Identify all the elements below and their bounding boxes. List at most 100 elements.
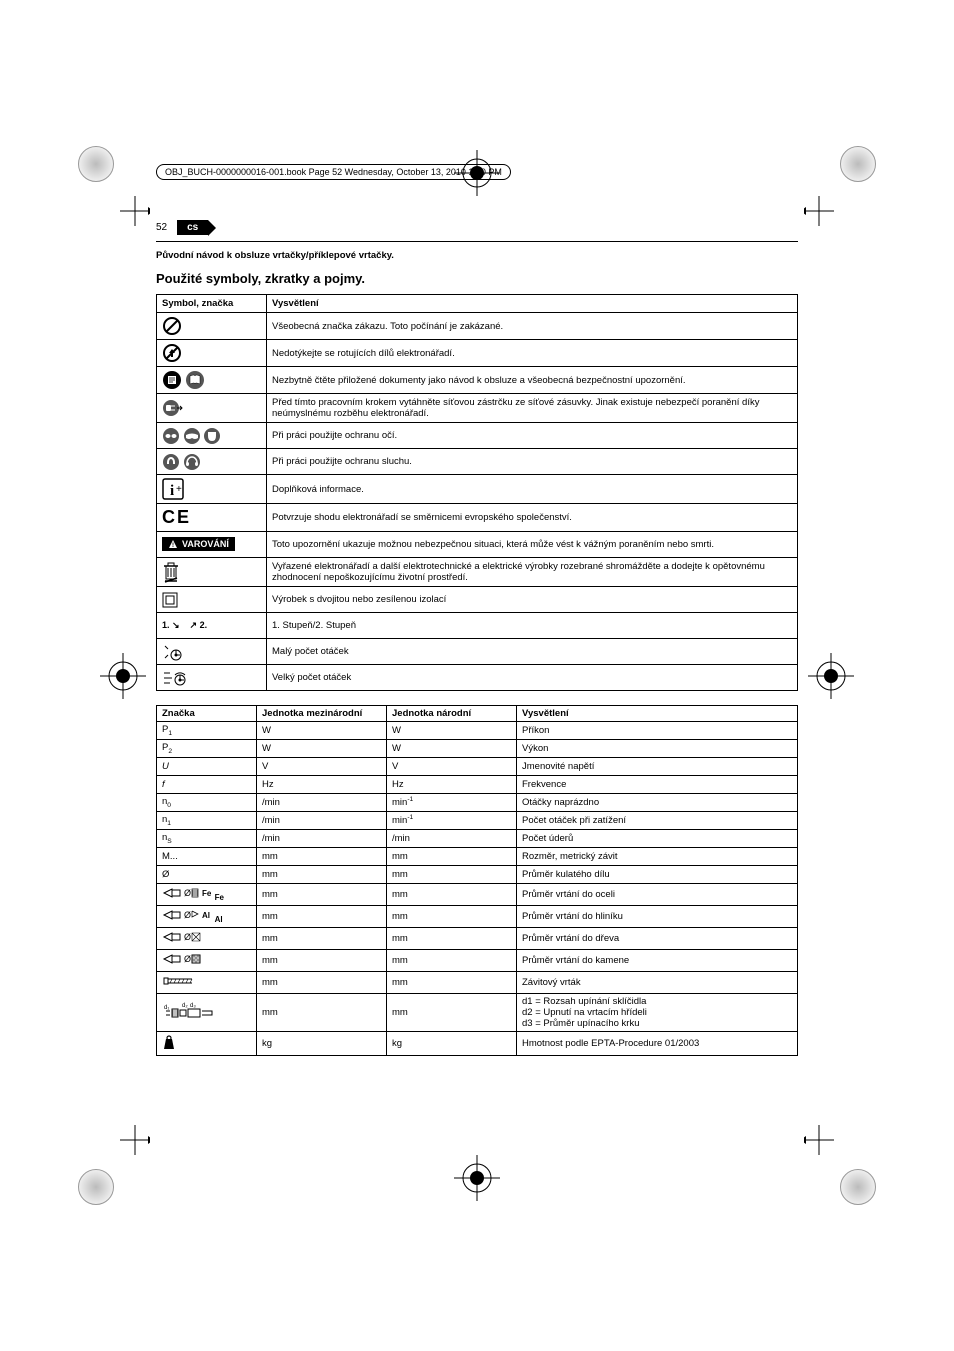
table-header: Vysvětlení xyxy=(267,295,798,313)
unit-intl-cell: W xyxy=(257,740,387,758)
print-mark-circle xyxy=(78,146,114,182)
table-row: Před tímto pracovním krokem vytáhněte sí… xyxy=(157,394,798,423)
warning-badge: !VAROVÁNÍ xyxy=(162,537,235,551)
description-cell: Jmenovité napětí xyxy=(517,758,798,776)
svg-text:d₁: d₁ xyxy=(164,1005,169,1011)
description-cell: Průměr vrtání do kamene xyxy=(517,950,798,972)
table-cell: Při práci použijte ochranu očí. xyxy=(267,423,798,449)
prohibition-icon xyxy=(162,316,182,336)
svg-text:d₂: d₂ xyxy=(182,1003,188,1009)
unit-national-cell: mm xyxy=(387,994,517,1032)
symbol-cell: Ø xyxy=(157,866,257,884)
symbols-table: Symbol, značka Vysvětlení Všeobecná znač… xyxy=(156,294,798,691)
description-cell: Průměr vrtání do hliníku xyxy=(517,906,798,928)
table-header: Značka xyxy=(157,706,257,722)
table-cell: Všeobecná značka zákazu. Toto počínání j… xyxy=(267,313,798,340)
table-header: Vysvětlení xyxy=(517,706,798,722)
unit-national-cell: kg xyxy=(387,1032,517,1056)
symbol-cell: ØAl Al xyxy=(157,906,257,928)
file-header: OBJ_BUCH-0000000016-001.book Page 52 Wed… xyxy=(156,164,511,180)
description-cell: Počet úderů xyxy=(517,830,798,848)
table-row: Malý počet otáček xyxy=(157,639,798,665)
table-cell: Potvrzuje shodu elektronářadí se směrnic… xyxy=(267,504,798,532)
read-manual-icon xyxy=(162,370,182,390)
unit-intl-cell: Hz xyxy=(257,776,387,794)
info-icon: i+ xyxy=(162,478,184,500)
table-row: P1WWPříkon xyxy=(157,722,798,740)
svg-text:d₃: d₃ xyxy=(190,1003,196,1009)
symbol-cell: ØFe Fe xyxy=(157,884,257,906)
unit-national-cell: mm xyxy=(387,884,517,906)
unit-intl-cell: mm xyxy=(257,950,387,972)
unplug-icon xyxy=(162,399,184,417)
unit-national-cell: Hz xyxy=(387,776,517,794)
unit-national-cell: /min xyxy=(387,830,517,848)
unit-intl-cell: mm xyxy=(257,848,387,866)
unit-national-cell: min-1 xyxy=(387,812,517,830)
low-speed-icon xyxy=(162,643,186,661)
crop-mark xyxy=(120,1125,150,1155)
high-speed-icon xyxy=(162,669,190,687)
unit-intl-cell: W xyxy=(257,722,387,740)
table-row: Nezbytně čtěte přiložené dokumenty jako … xyxy=(157,367,798,394)
table-row: ØmmmmPrůměr vrtání do kamene xyxy=(157,950,798,972)
print-mark-circle xyxy=(840,146,876,182)
symbol-cell: M... xyxy=(157,848,257,866)
description-cell: Otáčky naprázdno xyxy=(517,794,798,812)
description-cell: Počet otáček při zatížení xyxy=(517,812,798,830)
section-title: Použité symboly, zkratky a pojmy. xyxy=(156,271,798,286)
no-touch-rotating-icon xyxy=(162,343,182,363)
unit-national-cell: W xyxy=(387,722,517,740)
table-row: Velký počet otáček xyxy=(157,665,798,691)
unit-national-cell: mm xyxy=(387,928,517,950)
table-row: UVVJmenovité napětí xyxy=(157,758,798,776)
description-cell: Průměr vrtání do oceli xyxy=(517,884,798,906)
unit-intl-cell: V xyxy=(257,758,387,776)
unit-national-cell: V xyxy=(387,758,517,776)
unit-intl-cell: kg xyxy=(257,1032,387,1056)
description-cell: Příkon xyxy=(517,722,798,740)
unit-national-cell: mm xyxy=(387,906,517,928)
symbol-cell: Ø xyxy=(157,928,257,950)
unit-intl-cell: /min xyxy=(257,794,387,812)
face-shield-icon xyxy=(203,427,221,445)
table-row: ØmmmmPrůměr vrtání do dřeva xyxy=(157,928,798,950)
svg-text:Ø: Ø xyxy=(184,954,191,964)
table-cell: 1. Stupeň/2. Stupeň xyxy=(267,613,798,639)
table-cell: Velký počet otáček xyxy=(267,665,798,691)
table-row: Při práci použijte ochranu očí. xyxy=(157,423,798,449)
svg-text:Fe: Fe xyxy=(202,889,212,898)
table-row: Při práci použijte ochranu sluchu. xyxy=(157,449,798,475)
description-cell: Závitový vrták xyxy=(517,972,798,994)
book-icon xyxy=(185,370,205,390)
registration-mark xyxy=(100,653,146,699)
unit-national-cell: mm xyxy=(387,972,517,994)
table-row: i+ Doplňková informace. xyxy=(157,475,798,504)
description-cell: Výkon xyxy=(517,740,798,758)
registration-mark xyxy=(808,653,854,699)
table-row: kgkgHmotnost podle EPTA-Procedure 01/200… xyxy=(157,1032,798,1056)
table-row: P2WWVýkon xyxy=(157,740,798,758)
table-cell: Před tímto pracovním krokem vytáhněte sí… xyxy=(267,394,798,423)
earmuffs-icon xyxy=(183,453,201,471)
table-row: Nedotýkejte se rotujících dílů elektroná… xyxy=(157,340,798,367)
table-header: Jednotka mezinárodní xyxy=(257,706,387,722)
symbol-cell: P1 xyxy=(157,722,257,740)
goggles-icon xyxy=(183,427,201,445)
table-row: nS/min/minPočet úderů xyxy=(157,830,798,848)
unit-intl-cell: /min xyxy=(257,830,387,848)
table-row: mmmmZávitový vrták xyxy=(157,972,798,994)
table-cell: Vyřazené elektronářadí a další elektrote… xyxy=(267,558,798,587)
unit-intl-cell: /min xyxy=(257,812,387,830)
unit-intl-cell: mm xyxy=(257,972,387,994)
crop-mark xyxy=(120,196,150,226)
symbol-cell: n0 xyxy=(157,794,257,812)
svg-text:i: i xyxy=(170,483,174,499)
table-cell: Doplňková informace. xyxy=(267,475,798,504)
unit-national-cell: mm xyxy=(387,866,517,884)
table-row: Výrobek s dvojitou nebo zesílenou izolac… xyxy=(157,587,798,613)
description-cell: Frekvence xyxy=(517,776,798,794)
symbol-cell: f xyxy=(157,776,257,794)
table-row: ØFe FemmmmPrůměr vrtání do oceli xyxy=(157,884,798,906)
table-row: fHzHzFrekvence xyxy=(157,776,798,794)
